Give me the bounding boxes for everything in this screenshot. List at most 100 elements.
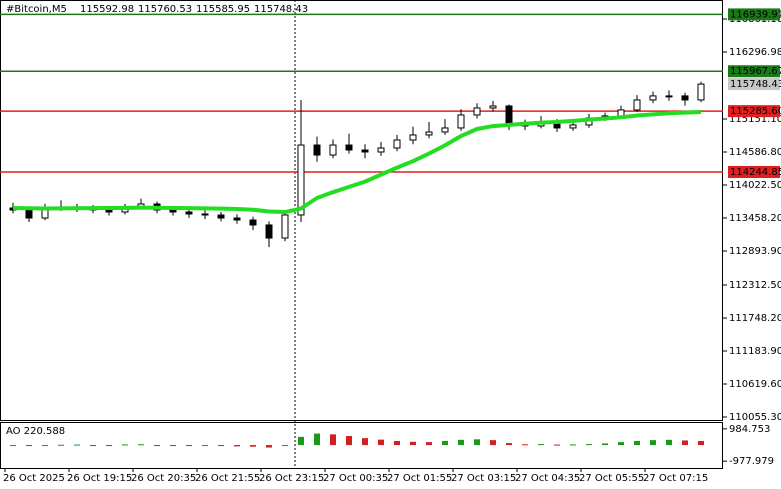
y-tick-label: 116296.98 — [729, 47, 781, 58]
x-tick-label: 26 Oct 2025 — [3, 473, 65, 484]
x-tick-label: 26 Oct 19:15 — [67, 473, 132, 484]
x-tick-label: 27 Oct 04:35 — [515, 473, 580, 484]
candle-body — [249, 219, 257, 226]
ao-bar — [698, 440, 704, 446]
candle-body — [265, 224, 273, 239]
candle-body — [473, 107, 481, 116]
ao-tick-label: 984.753 — [729, 424, 770, 435]
level-tag — [728, 8, 780, 21]
ao-bar — [682, 440, 688, 446]
candle-body — [185, 211, 193, 215]
candle-body — [457, 114, 465, 129]
y-tick-label: 112893.90 — [729, 246, 781, 257]
ao-bar — [106, 445, 112, 447]
ao-bar — [138, 444, 144, 446]
x-tick-label: 27 Oct 01:55 — [387, 473, 452, 484]
ao-bar — [186, 445, 192, 447]
y-tick-label: 115151.10 — [729, 114, 781, 125]
current-price-tag — [728, 78, 780, 91]
candle-body — [489, 105, 497, 109]
header-value: 115748.43 — [254, 4, 308, 15]
candle-body — [313, 144, 321, 156]
level-tag — [728, 105, 780, 118]
level-tag — [728, 165, 780, 178]
ao-bar — [554, 444, 560, 446]
candle-body — [201, 213, 209, 216]
ao-bar — [314, 433, 320, 446]
ao-bar — [330, 434, 336, 446]
ao-tick-label: -977.979 — [729, 456, 774, 467]
main-panel — [0, 0, 723, 421]
candle-body — [617, 109, 625, 117]
candle-body — [297, 144, 305, 216]
x-tick-label: 27 Oct 03:15 — [451, 473, 516, 484]
ao-bar — [298, 436, 304, 446]
header-value: 115760.53 — [138, 4, 192, 15]
candle-body — [649, 95, 657, 101]
y-tick-label: 110619.60 — [729, 379, 781, 390]
x-tick-label: 26 Oct 23:15 — [259, 473, 324, 484]
ao-bar — [474, 439, 480, 446]
y-tick-label: 110055.30 — [729, 412, 781, 423]
candle-body — [105, 209, 113, 213]
ao-bar — [602, 443, 608, 446]
level-tag — [728, 65, 780, 78]
candle-body — [633, 99, 641, 111]
ao-bar — [234, 445, 240, 447]
ao-bar — [250, 445, 256, 447]
ao-bar — [10, 445, 16, 447]
ao-bar — [570, 444, 576, 446]
ao-bar — [506, 443, 512, 446]
header-value: 115592.98 — [80, 4, 134, 15]
x-tick-label: 27 Oct 00:35 — [323, 473, 388, 484]
ao-label: AO 220.588 — [6, 426, 65, 437]
x-tick-label: 27 Oct 05:55 — [579, 473, 644, 484]
ao-bar — [282, 445, 288, 447]
x-tick-label: 26 Oct 20:35 — [131, 473, 196, 484]
ao-bar — [458, 439, 464, 446]
candle-body — [361, 149, 369, 153]
ao-bar — [394, 440, 400, 446]
y-tick-label: 114586.80 — [729, 147, 781, 158]
ao-bar — [58, 444, 64, 446]
level-label: 116939.91 — [730, 9, 781, 20]
ao-bar — [170, 445, 176, 447]
ao-bar — [266, 445, 272, 448]
y-tick-label: 111183.90 — [729, 346, 781, 357]
candle-body — [441, 127, 449, 133]
ao-bar — [346, 436, 352, 446]
candle-body — [329, 144, 337, 156]
current-price-label: 115748.43 — [730, 79, 781, 90]
ao-bar — [42, 445, 48, 447]
candle-body — [281, 214, 289, 239]
candle-body — [409, 134, 417, 141]
y-tick-label: 111748.20 — [729, 313, 781, 324]
candle-body — [345, 144, 353, 151]
chart-title: #Bitcoin,M5 — [6, 4, 67, 15]
x-tick-label: 27 Oct 07:15 — [643, 473, 708, 484]
candle-body — [393, 139, 401, 149]
ao-bar — [26, 445, 32, 447]
ao-bar — [634, 440, 640, 446]
ao-bar — [522, 444, 528, 446]
candle-body — [425, 131, 433, 136]
ao-bar — [90, 445, 96, 447]
ao-bar — [442, 440, 448, 446]
candle-body — [25, 209, 33, 219]
ao-bar — [586, 444, 592, 446]
ao-bar — [538, 444, 544, 446]
ao-bar — [362, 438, 368, 446]
ao-bar — [650, 440, 656, 446]
candle-body — [505, 105, 513, 126]
y-tick-label: 113458.20 — [729, 213, 781, 224]
candle-body — [697, 83, 705, 101]
level-label: 114244.85 — [730, 167, 781, 178]
moving-average — [12, 110, 702, 215]
candle-body — [169, 209, 177, 213]
ao-panel — [0, 422, 723, 469]
level-label: 115285.60 — [730, 106, 781, 117]
ao-bar — [666, 439, 672, 446]
ao-bar — [74, 444, 80, 446]
ao-bar — [490, 440, 496, 446]
